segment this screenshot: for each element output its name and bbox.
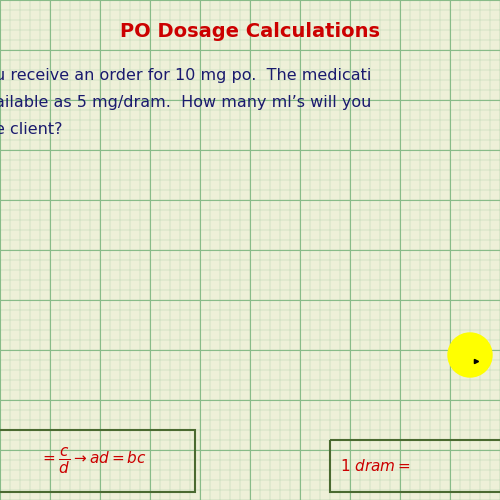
Circle shape: [448, 333, 492, 377]
Text: $1\ dram = $: $1\ dram = $: [340, 458, 411, 474]
Text: u receive an order for 10 mg po.  The medicati: u receive an order for 10 mg po. The med…: [0, 68, 372, 83]
Bar: [0, 430, 195, 492]
Text: e client?: e client?: [0, 122, 62, 137]
Text: ailable as 5 mg/dram.  How many ml’s will you: ailable as 5 mg/dram. How many ml’s will…: [0, 95, 372, 110]
Text: $= \dfrac{c}{d} \rightarrow ad = bc$: $= \dfrac{c}{d} \rightarrow ad = bc$: [40, 446, 147, 476]
Bar: [330, 440, 500, 492]
Text: PO Dosage Calculations: PO Dosage Calculations: [120, 22, 380, 41]
